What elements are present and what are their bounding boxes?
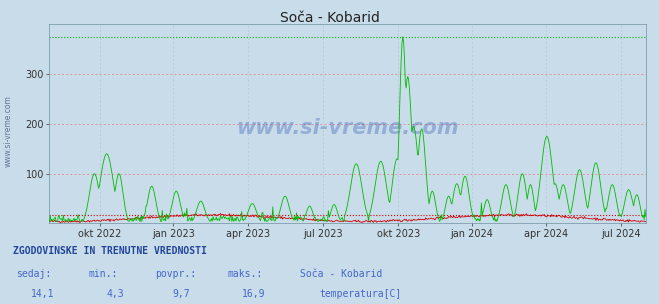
- Text: Soča - Kobarid: Soča - Kobarid: [279, 11, 380, 25]
- Text: www.si-vreme.com: www.si-vreme.com: [237, 118, 459, 138]
- Text: sedaj:: sedaj:: [16, 269, 51, 279]
- Text: povpr.:: povpr.:: [155, 269, 196, 279]
- Text: 4,3: 4,3: [107, 289, 124, 299]
- Text: maks.:: maks.:: [227, 269, 262, 279]
- Text: 16,9: 16,9: [242, 289, 266, 299]
- Text: www.si-vreme.com: www.si-vreme.com: [3, 95, 13, 167]
- Text: 14,1: 14,1: [31, 289, 55, 299]
- Text: 9,7: 9,7: [173, 289, 190, 299]
- Text: Soča - Kobarid: Soča - Kobarid: [300, 269, 382, 279]
- Text: temperatura[C]: temperatura[C]: [320, 289, 402, 299]
- Text: min.:: min.:: [89, 269, 119, 279]
- Text: ZGODOVINSKE IN TRENUTNE VREDNOSTI: ZGODOVINSKE IN TRENUTNE VREDNOSTI: [13, 246, 207, 256]
